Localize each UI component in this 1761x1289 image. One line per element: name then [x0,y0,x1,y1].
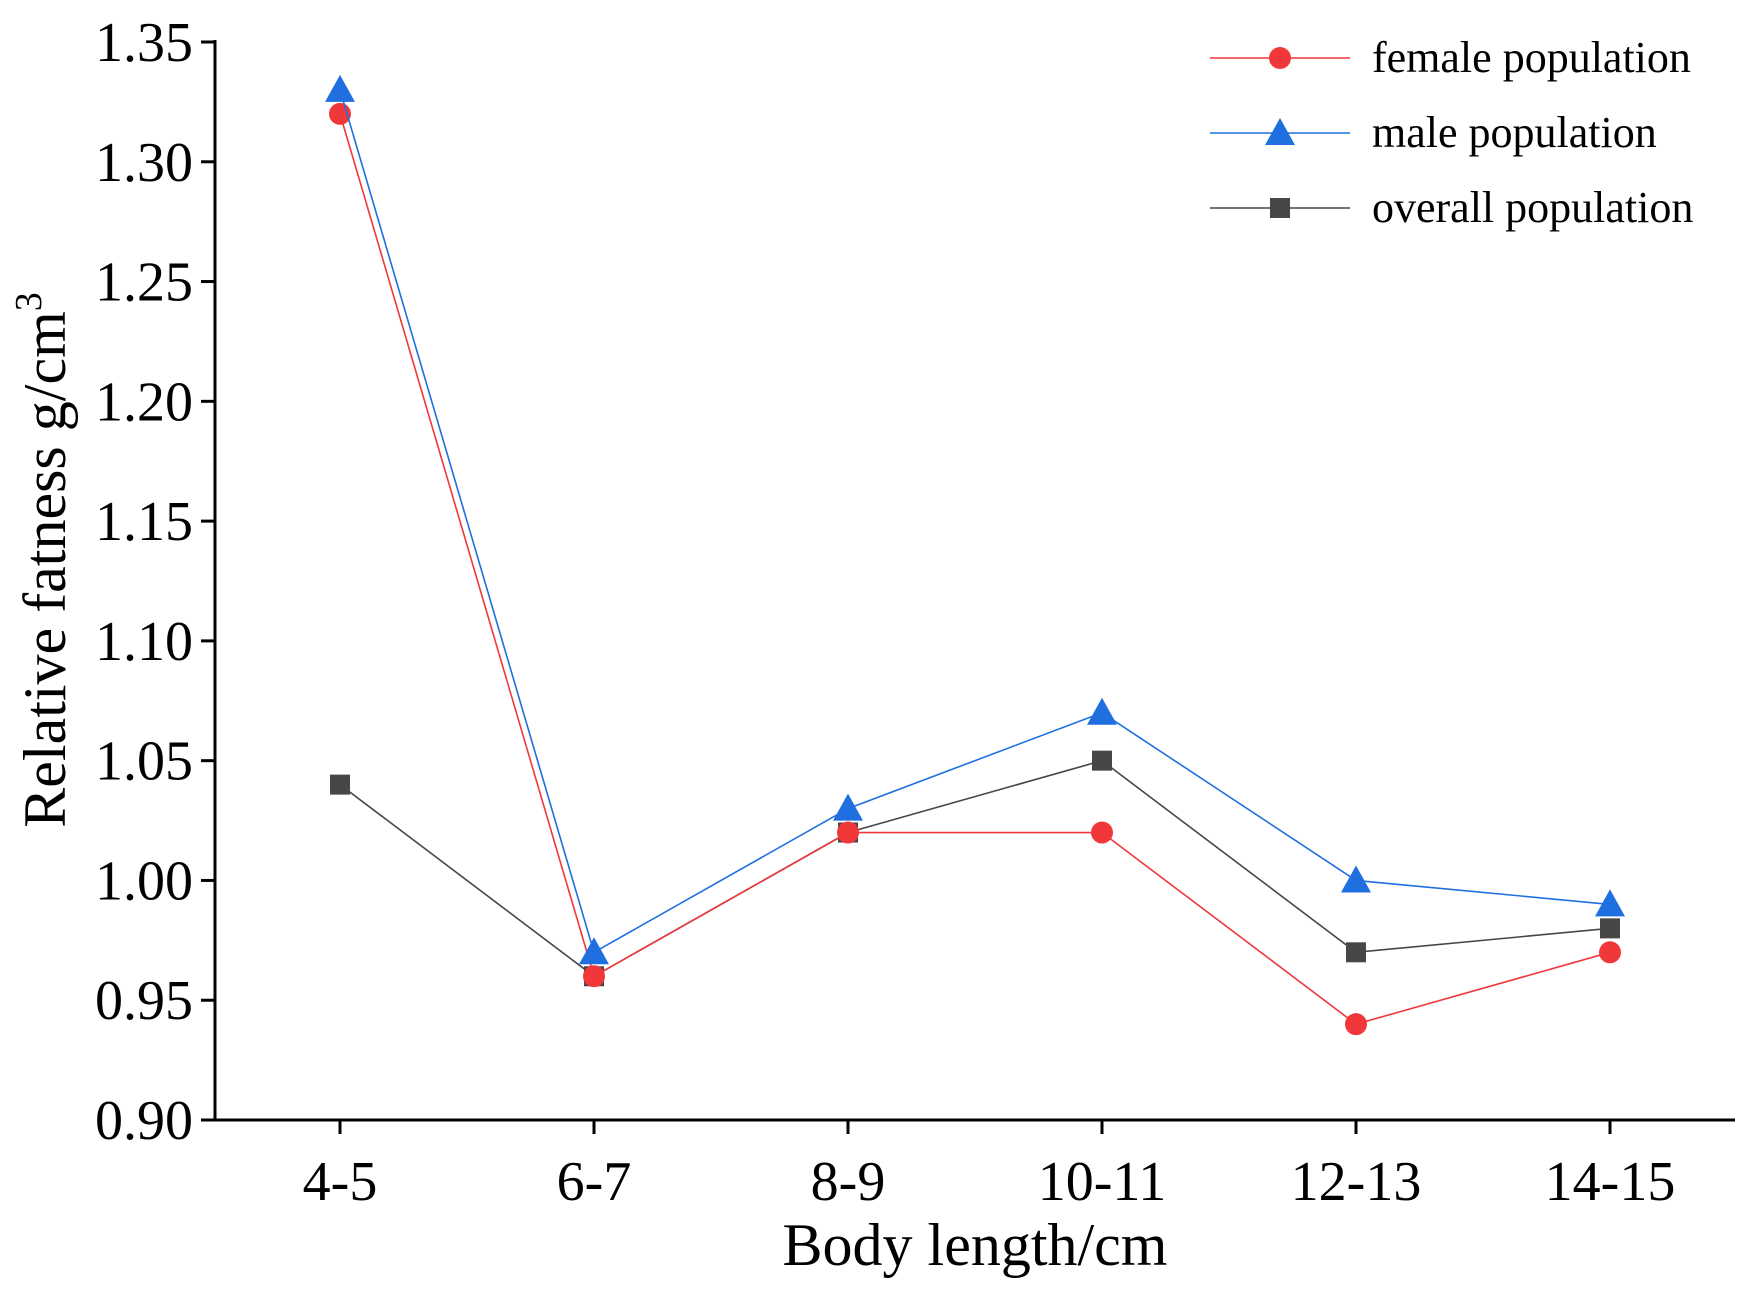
legend-marker-triangle [1265,118,1295,145]
legend-label: male population [1372,108,1657,157]
series-line [339,113,1611,1026]
data-point-triangle [1341,865,1371,893]
y-axis-title-superscript: 3 [8,292,50,311]
data-point-circle [1345,1013,1367,1036]
x-tick-label: 12-13 [1291,1151,1422,1213]
series-overall-population [330,750,1620,987]
y-axis-title-text: Relative fatness g/cm [12,311,78,828]
data-point-square [330,774,350,795]
legend-label: overall population [1372,183,1693,232]
legend-marker-circle [1269,47,1291,69]
y-tick-label: 0.90 [95,1090,193,1152]
y-tick-label: 1.00 [95,850,193,912]
y-tick-label: 1.10 [95,611,193,673]
x-tick-label: 6-7 [557,1151,632,1213]
y-tick-label: 1.30 [95,132,193,194]
x-tick-label: 8-9 [811,1151,886,1213]
axes: 0.90 0.95 1.00 1.05 1.10 1.15 1.20 1.25 1.30 1.35… [95,12,1735,1213]
data-point-triangle [1595,889,1625,917]
y-tick-label: 1.15 [95,491,193,553]
x-tick-label: 10-11 [1038,1151,1167,1213]
data-point-triangle [579,937,609,965]
y-tick-label: 1.35 [95,12,193,74]
legend-label: female population [1372,33,1691,82]
data-point-circle [1599,941,1621,964]
legend-item: overall population [1210,183,1693,232]
y-tick-label: 1.25 [95,252,193,314]
series-female-population [329,102,1621,1036]
series-layer [325,74,1625,1036]
series-line [339,759,1611,978]
series-male-population [325,74,1625,965]
y-tick-label: 1.20 [95,371,193,433]
x-tick-label: 4-5 [303,1151,378,1213]
y-tick-label: 1.05 [95,731,193,793]
legend: female population male population overall … [1210,33,1693,232]
data-point-triangle [1087,697,1117,725]
data-point-triangle [325,74,355,102]
legend-marker-square [1270,198,1290,218]
series-line [339,89,1611,954]
x-tick-label: 14-15 [1545,1151,1676,1213]
data-point-square [1092,750,1112,771]
legend-item: female population [1210,33,1691,82]
data-point-circle [837,821,859,844]
data-point-square [1600,918,1620,939]
x-axis-title: Body length/cm [783,1212,1168,1278]
data-point-square [1346,942,1366,963]
data-point-circle [1091,821,1113,844]
y-tick-label: 0.95 [95,970,193,1032]
legend-item: male population [1210,108,1657,157]
data-point-triangle [833,793,863,821]
y-axis-title: Relative fatness g/cm3 [8,292,78,828]
data-point-circle [583,965,605,988]
